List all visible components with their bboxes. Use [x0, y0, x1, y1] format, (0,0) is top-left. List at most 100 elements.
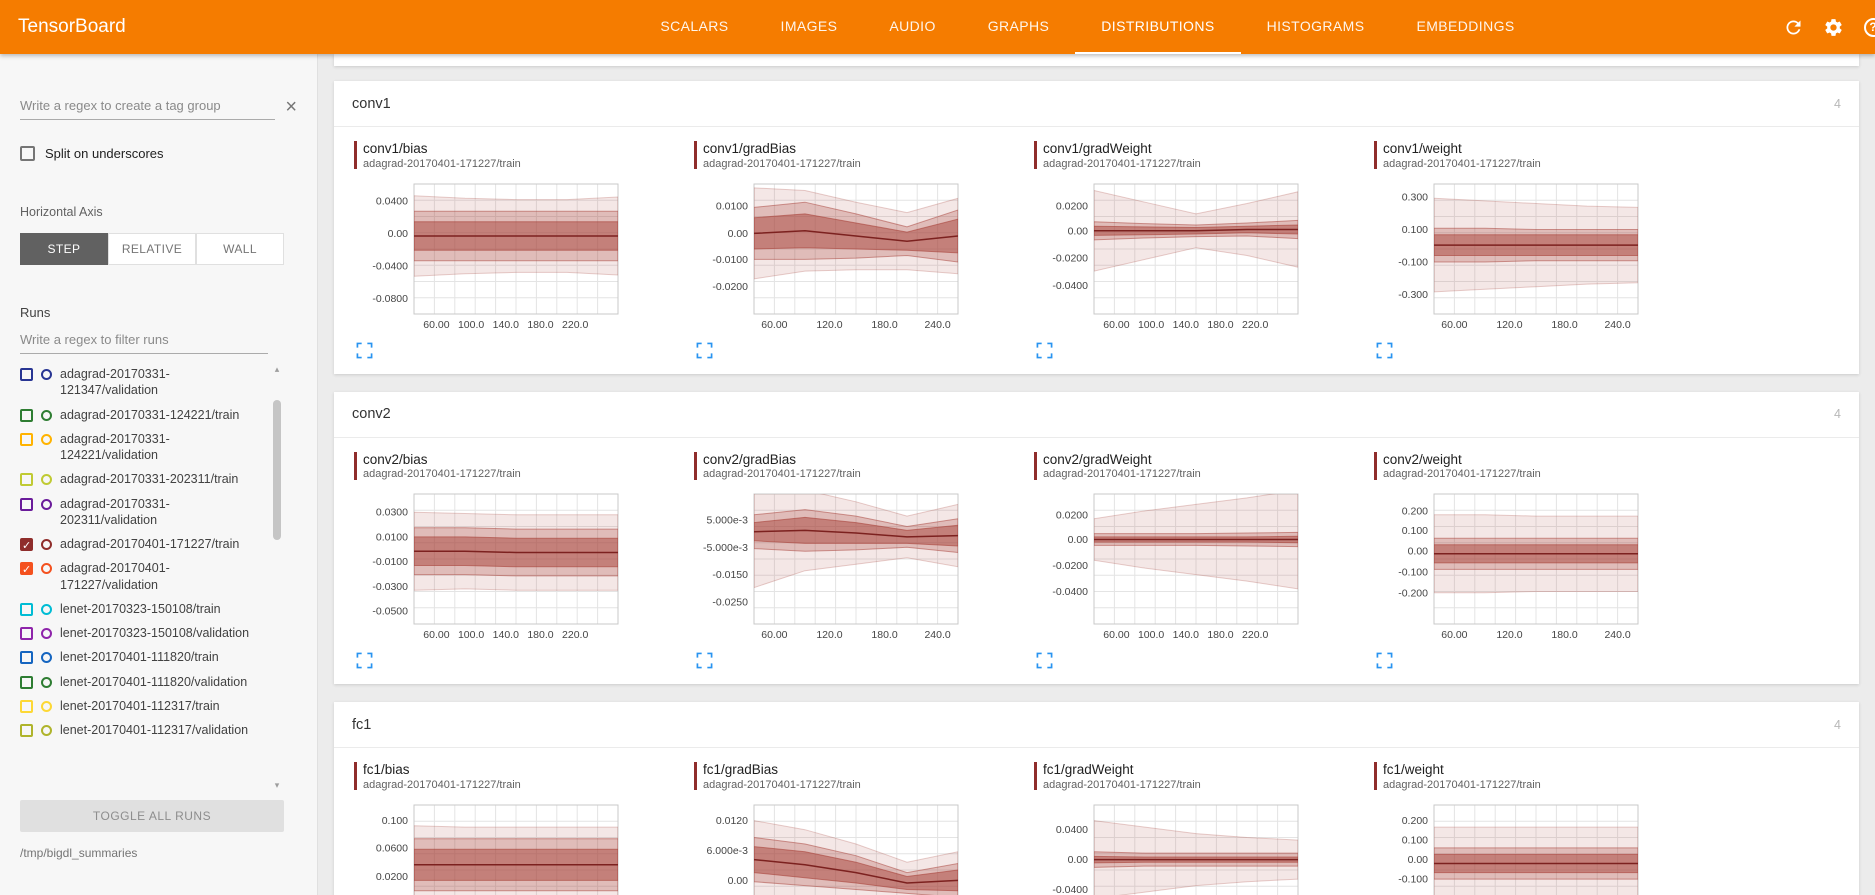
axis-button-wall[interactable]: WALL	[196, 233, 284, 265]
svg-text:-0.100: -0.100	[1398, 873, 1428, 885]
section-header[interactable]: conv1 4	[334, 81, 1859, 127]
tab-graphs[interactable]: GRAPHS	[987, 18, 1050, 34]
expand-icon[interactable]	[696, 342, 713, 359]
svg-text:60.00: 60.00	[423, 319, 449, 330]
scroll-track[interactable]	[273, 378, 281, 776]
axis-button-relative[interactable]: RELATIVE	[108, 233, 196, 265]
svg-text:100.0: 100.0	[458, 629, 484, 640]
svg-text:0.0100: 0.0100	[376, 531, 408, 543]
svg-text:140.0: 140.0	[493, 319, 519, 330]
run-item[interactable]: lenet-20170401-111820/validation	[20, 670, 270, 694]
section-name: fc1	[352, 716, 372, 733]
expand-icon[interactable]	[1376, 342, 1393, 359]
distribution-plot: 0.0100 0.00 -0.0100 -0.0200 60.00 120.0 180.0 2…	[712, 183, 959, 330]
svg-text:-0.0200: -0.0200	[1052, 560, 1088, 572]
run-color-indicator	[1374, 141, 1377, 169]
svg-text:-0.0400: -0.0400	[372, 260, 408, 272]
expand-icon[interactable]	[1036, 652, 1053, 669]
run-item[interactable]: lenet-20170401-112317/validation	[20, 718, 270, 742]
split-underscores-row[interactable]: Split on underscores	[20, 146, 297, 161]
toggle-all-runs-button[interactable]: TOGGLE ALL RUNS	[20, 800, 284, 832]
run-checkbox[interactable]	[20, 724, 33, 737]
run-checkbox[interactable]	[20, 602, 33, 616]
runs-scrollbar[interactable]: ▴ ▾	[270, 362, 284, 792]
run-color-circle	[41, 498, 52, 510]
run-checkbox[interactable]	[20, 408, 33, 422]
svg-text:-0.0300: -0.0300	[372, 581, 408, 593]
distribution-plot: 0.200 0.100 0.00 -0.100 -0.200 60.00 120.0 180.…	[1398, 493, 1639, 640]
svg-text:0.00: 0.00	[1068, 225, 1089, 237]
chart-title: fc1/gradBias	[703, 762, 779, 778]
run-checkbox[interactable]: ✓	[20, 538, 33, 552]
chart-card: fc1/gradWeight adagrad-20170401-171227/tr…	[1022, 762, 1362, 895]
run-item[interactable]: adagrad-20170331-202311/train	[20, 467, 270, 491]
split-underscores-label: Split on underscores	[45, 146, 164, 161]
run-item[interactable]: adagrad-20170331-121347/validation	[20, 362, 270, 403]
expand-icon[interactable]	[356, 652, 373, 669]
expand-icon[interactable]	[696, 652, 713, 669]
tab-images[interactable]: IMAGES	[780, 18, 838, 34]
svg-text:140.0: 140.0	[1173, 319, 1199, 330]
runs-filter-input[interactable]	[20, 328, 268, 354]
run-checkbox[interactable]	[20, 473, 33, 487]
settings-icon[interactable]	[1821, 15, 1845, 39]
run-item[interactable]: lenet-20170323-150108/validation	[20, 621, 270, 645]
expand-icon[interactable]	[1036, 342, 1053, 359]
run-item[interactable]: ✓ adagrad-20170401-171227/train	[20, 532, 270, 556]
tab-embeddings[interactable]: EMBEDDINGS	[1416, 18, 1515, 34]
run-color-circle	[41, 539, 52, 550]
svg-text:-0.0100: -0.0100	[372, 556, 408, 568]
run-checkbox[interactable]: ✓	[20, 562, 33, 577]
svg-text:0.0400: 0.0400	[1056, 824, 1088, 836]
partial-card	[334, 54, 1859, 66]
svg-text:140.0: 140.0	[493, 629, 519, 640]
run-checkbox[interactable]	[20, 432, 33, 446]
expand-icon[interactable]	[1376, 652, 1393, 669]
run-checkbox[interactable]	[20, 627, 33, 640]
scrollbar-thumb[interactable]	[273, 400, 281, 540]
run-item[interactable]: adagrad-20170331-202311/validation	[20, 492, 270, 533]
chart-run-name: adagrad-20170401-171227/train	[363, 778, 521, 791]
scroll-up-icon[interactable]: ▴	[274, 364, 280, 374]
run-color-indicator	[1034, 762, 1037, 791]
run-item[interactable]: lenet-20170401-112317/train	[20, 694, 270, 718]
svg-text:60.00: 60.00	[1103, 629, 1129, 640]
run-checkbox[interactable]	[20, 497, 33, 511]
run-color-indicator	[1034, 451, 1037, 480]
run-checkbox[interactable]	[20, 699, 33, 713]
run-item[interactable]: lenet-20170323-150108/train	[20, 597, 270, 621]
expand-icon[interactable]	[356, 342, 373, 359]
chart-run-name: adagrad-20170401-171227/train	[1383, 468, 1541, 481]
axis-button-step[interactable]: STEP	[20, 233, 108, 265]
run-checkbox[interactable]	[20, 675, 33, 689]
run-label: lenet-20170401-111820/validation	[60, 674, 248, 689]
svg-text:60.00: 60.00	[423, 629, 449, 640]
run-checkbox[interactable]	[20, 651, 33, 665]
tab-distributions[interactable]: DISTRIBUTIONS	[1075, 0, 1241, 54]
close-icon[interactable]: ×	[285, 96, 297, 118]
refresh-icon[interactable]	[1781, 15, 1805, 39]
svg-text:0.0200: 0.0200	[376, 871, 408, 883]
scroll-down-icon[interactable]: ▾	[274, 780, 280, 790]
tab-histograms[interactable]: HISTOGRAMS	[1266, 18, 1365, 34]
run-item[interactable]: ✓ adagrad-20170401-171227/validation	[20, 556, 270, 597]
section-count: 4	[1834, 717, 1841, 732]
tab-scalars[interactable]: SCALARS	[660, 18, 729, 34]
run-item[interactable]: adagrad-20170331-124221/train	[20, 403, 270, 427]
section-name: conv1	[352, 95, 391, 112]
section-header[interactable]: fc1 4	[334, 702, 1859, 749]
help-icon[interactable]: ?	[1861, 15, 1875, 39]
chart-titlebar: fc1/bias adagrad-20170401-171227/train	[354, 762, 670, 791]
tag-filter-input[interactable]	[20, 94, 276, 120]
chart-card: fc1/gradBias adagrad-20170401-171227/trai…	[682, 762, 1022, 895]
run-label: adagrad-20170331-202311/train	[60, 472, 239, 487]
split-underscores-checkbox[interactable]	[20, 146, 35, 161]
distribution-plot: 0.0400 0.00 -0.0400	[1052, 804, 1299, 895]
run-item[interactable]: adagrad-20170331-124221/validation	[20, 427, 270, 468]
run-checkbox[interactable]	[20, 368, 33, 381]
run-item[interactable]: lenet-20170401-111820/train	[20, 645, 270, 669]
tab-audio[interactable]: AUDIO	[889, 18, 936, 34]
section-header[interactable]: conv2 4	[334, 392, 1859, 438]
run-color-circle	[41, 603, 52, 615]
chart-titlebar: fc1/gradBias adagrad-20170401-171227/trai…	[694, 762, 1010, 791]
